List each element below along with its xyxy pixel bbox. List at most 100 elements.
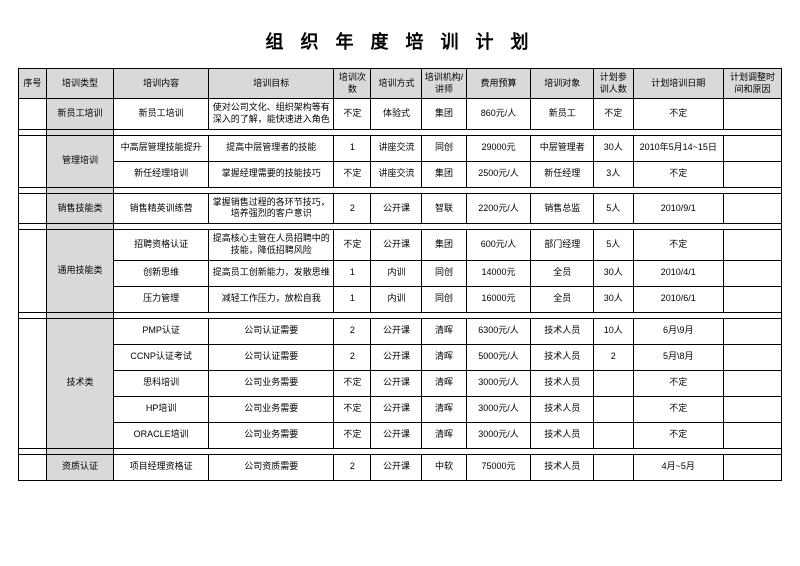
cell-goal: 公司资质需要	[209, 454, 334, 480]
cell-goal: 公司认证需要	[209, 318, 334, 344]
cell-org: 智联	[422, 193, 466, 223]
cell-seq	[19, 318, 47, 448]
table-row: ORACLE培训公司业务需要不定公开课清晖3000元/人技术人员不定	[19, 422, 782, 448]
cell-org: 集团	[422, 161, 466, 187]
cell-times: 1	[334, 260, 371, 286]
th-content: 培训内容	[114, 69, 209, 99]
cell-budget: 14000元	[466, 260, 531, 286]
cell-budget: 3000元/人	[466, 422, 531, 448]
cell-adjust	[723, 99, 781, 129]
th-goal: 培训目标	[209, 69, 334, 99]
cell-org: 同创	[422, 135, 466, 161]
cell-content: PMP认证	[114, 318, 209, 344]
cell-budget: 75000元	[466, 454, 531, 480]
cell-method: 体验式	[371, 99, 422, 129]
cell-count	[594, 396, 633, 422]
cell-target: 技术人员	[531, 422, 594, 448]
cell-type: 新员工培训	[46, 99, 113, 129]
table-row: 思科培训公司业务需要不定公开课清晖3000元/人技术人员不定	[19, 370, 782, 396]
cell-adjust	[723, 135, 781, 161]
table-row: 管理培训中高层管理技能提升提高中层管理者的技能1讲座交流同创29000元中层管理…	[19, 135, 782, 161]
cell-method: 公开课	[371, 396, 422, 422]
cell-org: 清晖	[422, 396, 466, 422]
cell-times: 不定	[334, 230, 371, 260]
cell-goal: 公司业务需要	[209, 396, 334, 422]
cell-method: 内训	[371, 260, 422, 286]
table-body: 新员工培训新员工培训使对公司文化、组织架构等有深入的了解，能快速进入角色不定体验…	[19, 99, 782, 480]
cell-org: 集团	[422, 99, 466, 129]
cell-count: 3人	[594, 161, 633, 187]
training-plan-table: 序号 培训类型 培训内容 培训目标 培训次数 培训方式 培训机构/讲师 费用预算…	[18, 68, 782, 481]
table-row: 通用技能类招聘资格认证提高核心主管在人员招聘中的技能，降低招聘风险不定公开课集团…	[19, 230, 782, 260]
cell-method: 公开课	[371, 370, 422, 396]
cell-content: 创新思维	[114, 260, 209, 286]
th-method: 培训方式	[371, 69, 422, 99]
th-times: 培训次数	[334, 69, 371, 99]
cell-times: 2	[334, 193, 371, 223]
th-adjust: 计划调整时间和原因	[723, 69, 781, 99]
cell-count	[594, 454, 633, 480]
cell-adjust	[723, 422, 781, 448]
cell-count: 30人	[594, 135, 633, 161]
cell-adjust	[723, 370, 781, 396]
cell-type: 通用技能类	[46, 230, 113, 312]
cell-times: 1	[334, 286, 371, 312]
table-row: 新员工培训新员工培训使对公司文化、组织架构等有深入的了解，能快速进入角色不定体验…	[19, 99, 782, 129]
cell-target: 全员	[531, 286, 594, 312]
cell-times: 不定	[334, 422, 371, 448]
cell-type: 资质认证	[46, 454, 113, 480]
cell-date: 不定	[633, 99, 723, 129]
cell-target: 技术人员	[531, 454, 594, 480]
cell-target: 中层管理者	[531, 135, 594, 161]
cell-goal: 提高中层管理者的技能	[209, 135, 334, 161]
cell-adjust	[723, 230, 781, 260]
th-count: 计划参训人数	[594, 69, 633, 99]
cell-adjust	[723, 454, 781, 480]
th-budget: 费用预算	[466, 69, 531, 99]
cell-method: 公开课	[371, 344, 422, 370]
cell-goal: 公司认证需要	[209, 344, 334, 370]
cell-date: 不定	[633, 396, 723, 422]
cell-adjust	[723, 286, 781, 312]
cell-method: 公开课	[371, 230, 422, 260]
cell-times: 2	[334, 344, 371, 370]
cell-date: 2010年5月14~15日	[633, 135, 723, 161]
cell-goal: 提高核心主管在人员招聘中的技能，降低招聘风险	[209, 230, 334, 260]
cell-seq	[19, 135, 47, 187]
th-type: 培训类型	[46, 69, 113, 99]
cell-method: 内训	[371, 286, 422, 312]
cell-budget: 600元/人	[466, 230, 531, 260]
cell-budget: 6300元/人	[466, 318, 531, 344]
cell-org: 清晖	[422, 370, 466, 396]
cell-date: 5月\8月	[633, 344, 723, 370]
table-row: 资质认证项目经理资格证公司资质需要2公开课中软75000元技术人员4月~5月	[19, 454, 782, 480]
cell-target: 技术人员	[531, 396, 594, 422]
cell-method: 公开课	[371, 318, 422, 344]
cell-date: 4月~5月	[633, 454, 723, 480]
cell-content: 项目经理资格证	[114, 454, 209, 480]
cell-org: 中软	[422, 454, 466, 480]
cell-target: 技术人员	[531, 370, 594, 396]
cell-times: 1	[334, 135, 371, 161]
cell-count	[594, 422, 633, 448]
cell-content: 新任经理培训	[114, 161, 209, 187]
cell-count: 10人	[594, 318, 633, 344]
cell-count	[594, 370, 633, 396]
table-row: 创新思维提高员工创新能力，发散思维1内训同创14000元全员30人2010/4/…	[19, 260, 782, 286]
table-row: 技术类PMP认证公司认证需要2公开课清晖6300元/人技术人员10人6月\9月	[19, 318, 782, 344]
cell-content: HP培训	[114, 396, 209, 422]
cell-goal: 提高员工创新能力，发散思维	[209, 260, 334, 286]
cell-budget: 2200元/人	[466, 193, 531, 223]
cell-target: 技术人员	[531, 318, 594, 344]
th-date: 计划培训日期	[633, 69, 723, 99]
cell-times: 不定	[334, 161, 371, 187]
th-org: 培训机构/讲师	[422, 69, 466, 99]
table-row: 销售技能类销售精英训练营掌握销售过程的各环节技巧，培养强烈的客户意识2公开课智联…	[19, 193, 782, 223]
cell-date: 2010/4/1	[633, 260, 723, 286]
cell-budget: 5000元/人	[466, 344, 531, 370]
cell-count: 5人	[594, 230, 633, 260]
cell-date: 不定	[633, 370, 723, 396]
cell-method: 公开课	[371, 422, 422, 448]
cell-target: 全员	[531, 260, 594, 286]
cell-adjust	[723, 396, 781, 422]
